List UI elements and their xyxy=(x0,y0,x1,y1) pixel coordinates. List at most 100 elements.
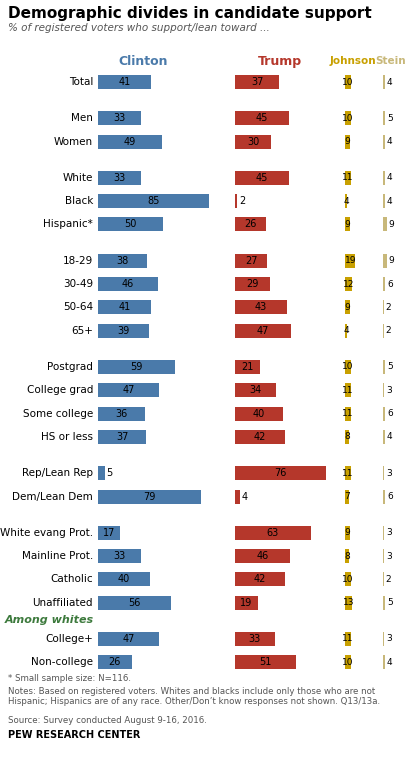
Bar xyxy=(345,171,351,185)
Text: 12: 12 xyxy=(343,279,354,289)
Bar xyxy=(383,526,384,540)
Bar xyxy=(345,360,351,374)
Bar xyxy=(235,489,240,503)
Text: 42: 42 xyxy=(254,574,266,584)
Text: 19: 19 xyxy=(344,256,356,266)
Text: 19: 19 xyxy=(240,598,252,608)
Text: College grad: College grad xyxy=(26,385,93,395)
Bar xyxy=(98,632,159,646)
Bar xyxy=(98,549,141,563)
Bar xyxy=(98,75,151,89)
Bar xyxy=(235,171,289,185)
Text: 79: 79 xyxy=(143,492,155,502)
Text: Black: Black xyxy=(65,196,93,206)
Bar xyxy=(345,218,350,232)
Bar xyxy=(235,300,286,314)
Text: 33: 33 xyxy=(113,551,126,561)
Bar xyxy=(383,430,385,444)
Bar xyxy=(98,572,150,587)
Text: 51: 51 xyxy=(260,657,272,667)
Text: White: White xyxy=(63,173,93,183)
Text: 3: 3 xyxy=(386,469,392,478)
Text: 46: 46 xyxy=(122,279,134,289)
Bar xyxy=(98,171,141,185)
Bar xyxy=(383,489,386,503)
Text: 3: 3 xyxy=(386,551,392,560)
Text: 6: 6 xyxy=(387,492,393,501)
Bar xyxy=(98,323,149,337)
Text: 27: 27 xyxy=(245,256,257,266)
Text: 37: 37 xyxy=(116,432,128,442)
Text: 17: 17 xyxy=(103,528,115,538)
Text: Source: Survey conducted August 9-16, 2016.: Source: Survey conducted August 9-16, 20… xyxy=(8,716,207,725)
Bar xyxy=(98,655,132,669)
Text: Dem/Lean Dem: Dem/Lean Dem xyxy=(12,492,93,502)
Text: 5: 5 xyxy=(387,598,393,608)
Bar xyxy=(98,526,120,540)
Text: Women: Women xyxy=(54,137,93,147)
Bar xyxy=(235,360,260,374)
Bar xyxy=(98,360,175,374)
Text: 9: 9 xyxy=(388,256,394,266)
Bar xyxy=(235,75,279,89)
Text: 2: 2 xyxy=(386,575,391,584)
Text: 4: 4 xyxy=(386,197,392,205)
Text: 4: 4 xyxy=(386,432,392,442)
Text: 5: 5 xyxy=(107,468,113,478)
Bar xyxy=(345,254,355,268)
Bar xyxy=(98,407,145,421)
Bar xyxy=(383,596,385,610)
Text: 4: 4 xyxy=(386,658,392,667)
Text: 47: 47 xyxy=(257,326,269,336)
Text: Rep/Lean Rep: Rep/Lean Rep xyxy=(22,468,93,478)
Text: 4: 4 xyxy=(343,327,349,335)
Text: 18-29: 18-29 xyxy=(63,256,93,266)
Text: 47: 47 xyxy=(122,634,135,644)
Text: 47: 47 xyxy=(122,385,135,395)
Text: 2: 2 xyxy=(386,303,391,312)
Bar xyxy=(383,655,385,669)
Bar xyxy=(235,111,289,125)
Bar xyxy=(345,300,350,314)
Text: 11: 11 xyxy=(342,386,354,394)
Bar xyxy=(383,111,385,125)
Text: 30: 30 xyxy=(247,137,259,147)
Text: Stein: Stein xyxy=(375,56,406,66)
Bar xyxy=(345,194,347,208)
Text: 13: 13 xyxy=(343,598,354,608)
Text: 10: 10 xyxy=(342,77,354,86)
Bar xyxy=(345,526,350,540)
Bar xyxy=(98,134,162,148)
Text: 3: 3 xyxy=(386,386,392,394)
Text: Catholic: Catholic xyxy=(50,574,93,584)
Text: 11: 11 xyxy=(342,469,354,478)
Bar xyxy=(345,323,347,337)
Text: 34: 34 xyxy=(249,385,262,395)
Bar xyxy=(235,526,311,540)
Text: 76: 76 xyxy=(274,468,287,478)
Text: 45: 45 xyxy=(256,113,268,124)
Bar xyxy=(345,430,349,444)
Text: 4: 4 xyxy=(386,173,392,182)
Bar xyxy=(383,466,384,480)
Text: College+: College+ xyxy=(45,634,93,644)
Text: White evang Prot.: White evang Prot. xyxy=(0,528,93,538)
Text: Men: Men xyxy=(71,113,93,124)
Text: Trump: Trump xyxy=(258,55,302,67)
Text: 42: 42 xyxy=(254,432,266,442)
Text: Mainline Prot.: Mainline Prot. xyxy=(22,551,93,561)
Bar xyxy=(345,75,351,89)
Text: 38: 38 xyxy=(117,256,129,266)
Text: 9: 9 xyxy=(344,303,350,312)
Text: 4: 4 xyxy=(343,197,349,205)
Text: 33: 33 xyxy=(249,634,261,644)
Text: 21: 21 xyxy=(241,362,254,372)
Text: 5: 5 xyxy=(387,113,393,123)
Text: 40: 40 xyxy=(253,408,265,418)
Text: Among whites: Among whites xyxy=(5,615,94,625)
Text: 9: 9 xyxy=(388,220,394,229)
Bar xyxy=(235,549,290,563)
Text: Non-college: Non-college xyxy=(31,657,93,667)
Bar xyxy=(98,489,201,503)
Text: 41: 41 xyxy=(118,77,131,87)
